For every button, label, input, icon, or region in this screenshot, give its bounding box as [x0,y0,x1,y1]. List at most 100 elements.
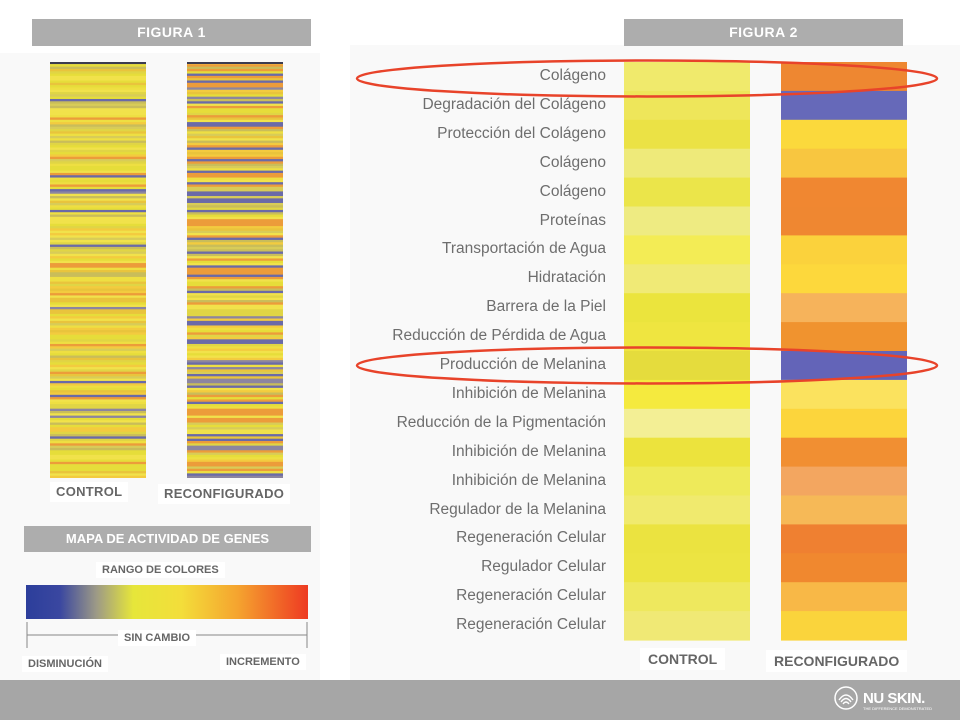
heatmap-stripe [50,323,146,326]
heatmap-stripe [187,288,283,292]
heatmap-stripe [50,260,146,264]
heatmap-stripe [50,376,146,380]
heatmap-stripe [187,216,283,220]
heatmap-stripe [187,311,283,315]
heatmap-cell-control [624,293,750,323]
heatmap-stripe [187,327,283,331]
heatmap-stripe [50,327,146,331]
heatmap-cell-control [624,351,750,381]
heatmap-cell-control [624,62,750,92]
heatmap-stripe [187,297,283,301]
heatmap-stripe [50,216,146,220]
heatmap-cell-reconfigured [781,62,907,92]
heatmap-stripe [50,82,146,86]
heatmap-stripe [187,223,283,227]
heatmap-stripe [187,424,283,428]
heatmap-stripe [187,64,283,68]
heatmap-row-label: Regeneración Celular [456,587,606,605]
heatmap-stripe [50,179,146,183]
heatmap-stripe [187,454,283,458]
heatmap-stripe [50,464,146,467]
heatmap-stripe [50,288,146,292]
heatmap-stripe [187,429,283,433]
heatmap-cell-control [624,466,750,497]
heatmap-stripe [187,390,283,393]
heatmap-stripe [50,170,146,174]
footer-bar [0,680,960,720]
heatmap-stripe [187,293,283,296]
heatmap-stripe [187,300,283,303]
heatmap-stripe [187,193,283,197]
heatmap-stripe [187,239,283,243]
heatmap-cell-reconfigured [781,293,907,323]
heatmap-stripe [187,302,283,306]
heatmap-stripe [187,364,283,368]
heatmap-stripe [50,353,146,356]
heatmap-stripe [187,75,283,79]
heatmap-stripe [187,175,283,178]
heatmap-stripe [187,202,283,206]
heatmap-stripe [187,115,283,118]
heatmap-stripe [187,147,283,151]
heatmap-stripe [50,154,146,158]
heatmap-stripe [50,302,146,306]
heatmap-stripe [50,475,146,478]
heatmap-stripe [187,129,283,132]
heatmap-stripe [187,401,283,405]
increase-label: INCREMENTO [220,654,306,670]
heatmap-stripe [187,270,283,273]
heatmap-stripe [50,397,146,400]
heatmap-stripe [187,135,283,139]
heatmap-stripe [187,200,283,204]
heatmap-stripe [50,343,146,347]
heatmap-stripe [187,325,283,329]
heatmap-stripe [50,339,146,343]
heatmap-stripe [50,362,146,366]
heatmap-stripe [50,209,146,213]
heatmap-stripe [187,166,283,169]
heatmap-stripe [187,272,283,276]
heatmap-stripe [50,466,146,470]
heatmap-stripe [50,313,146,317]
heatmap-stripe [50,334,146,338]
heatmap-cell-reconfigured [781,553,907,583]
heatmap-stripe [50,80,146,84]
heatmap-stripe [50,346,146,349]
heatmap-stripe [187,466,283,470]
heatmap-stripe [187,253,283,257]
heatmap-stripe [187,436,283,440]
heatmap-stripe [187,279,283,282]
heatmap-stripe [50,452,146,456]
heatmap-stripe [187,306,283,310]
heatmap-stripe [187,353,283,356]
heatmap-stripe [187,124,283,128]
heatmap-stripe [187,126,283,130]
heatmap-stripe [50,290,146,294]
heatmap-stripe [50,424,146,428]
heatmap-stripe [50,112,146,116]
heatmap-stripe [50,390,146,393]
heatmap-stripe [50,401,146,405]
heatmap-stripe [187,283,283,287]
heatmap-stripe [187,209,283,213]
heatmap-stripe [187,251,283,255]
heatmap-stripe [50,172,146,176]
heatmap-stripe [187,154,283,158]
heatmap-stripe [50,263,146,266]
heatmap-cell-reconfigured [781,148,907,179]
heatmap-row-label: Reducción de Pérdida de Agua [392,327,606,345]
heatmap-row-label: Inhibición de Melanina [451,471,606,489]
heatmap-stripe [187,170,283,174]
brand-name: NU SKIN. [863,689,925,707]
heatmap-stripe [50,258,146,262]
heatmap-stripe [187,415,283,419]
heatmap-stripe [187,105,283,109]
heatmap-stripe [187,168,283,172]
heatmap-stripe [187,191,283,195]
heatmap-stripe [50,436,146,440]
heatmap-stripe [50,193,146,197]
heatmap-stripe [50,270,146,273]
heatmap-stripe [187,290,283,294]
figure1-control-heatmap [50,62,146,478]
heatmap-stripe [50,274,146,278]
